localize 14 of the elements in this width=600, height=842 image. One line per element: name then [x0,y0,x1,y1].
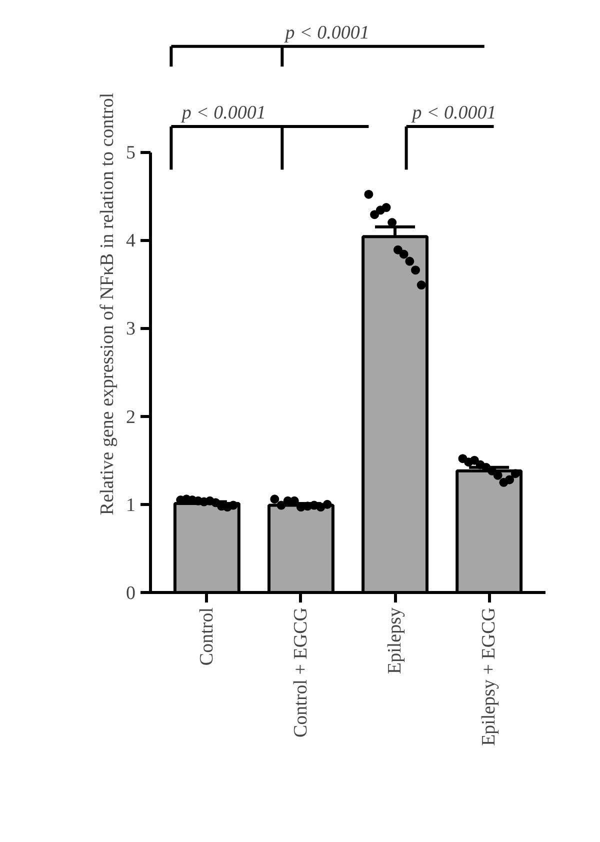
y-tick-label: 4 [126,230,136,252]
y-tick-label: 0 [126,583,136,604]
text: p < 0.0001 [283,22,370,44]
y-tick-label: 1 [126,494,136,516]
y-tick-label: 5 [126,142,136,164]
x-tick-label: Control + EGCG [290,607,312,738]
y-tick-label: 2 [126,406,136,428]
text: p < 0.0001 [410,102,496,124]
text: p < 0.0001 [180,102,266,124]
x-tick-label: Control [196,607,218,666]
y-axis-title: Relative gene expression of NFκB in relation to control [97,92,118,516]
y-tick-label: 3 [126,318,136,340]
x-tick-label: Epilepsy + EGCG [478,607,500,746]
x-tick-label: Epilepsy [384,607,406,674]
